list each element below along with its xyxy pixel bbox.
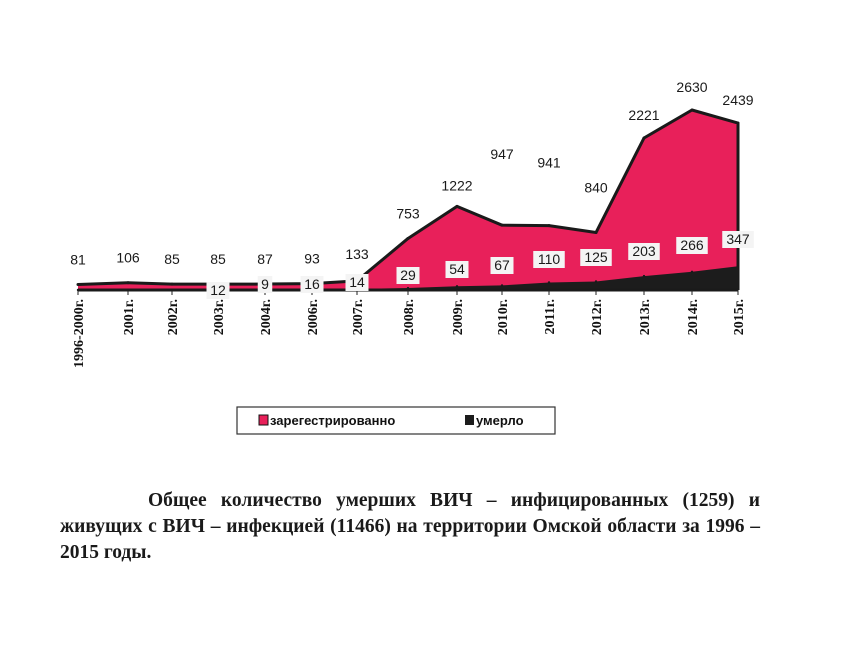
point-died [500, 284, 504, 287]
point-registered [594, 231, 598, 235]
legend-box [236, 406, 556, 435]
x-tick-label: 2004г. [259, 299, 274, 335]
data-label-registered: 93 [304, 251, 320, 267]
data-label-registered: 1222 [441, 177, 472, 193]
point-died [690, 270, 694, 273]
data-label-registered: 85 [164, 251, 180, 267]
area-registered [78, 110, 738, 290]
point-died [594, 280, 598, 283]
data-label-died: 110 [538, 251, 561, 267]
legend-label-registered: зарегестрированно [270, 413, 395, 428]
point-registered [500, 223, 504, 227]
data-label-registered: 947 [490, 146, 514, 162]
data-label-died: 14 [349, 274, 365, 290]
data-label-died: 54 [449, 261, 465, 277]
point-registered [126, 281, 130, 285]
data-label-died: 347 [726, 231, 750, 247]
point-registered [406, 236, 410, 240]
x-tick-label: 2007г. [351, 299, 366, 335]
data-label-box [628, 243, 660, 260]
x-tick-label: 2013г. [638, 299, 653, 335]
point-died [547, 281, 551, 284]
line-registered [77, 108, 740, 290]
x-tick-label: 2009г. [451, 299, 466, 335]
data-label-box [396, 267, 420, 284]
data-label-died: 12 [210, 282, 226, 298]
x-tick-label: 2003г. [212, 299, 227, 335]
data-label-box [722, 231, 754, 248]
x-tick-label: 2001г. [122, 299, 137, 335]
x-tick-label: 2015г. [732, 299, 747, 335]
legend-swatch-registered [258, 414, 269, 426]
point-died [406, 286, 410, 290]
figure-caption: Общее количество умерших ВИЧ – инфициров… [60, 490, 760, 563]
data-label-box [445, 261, 469, 278]
point-registered [736, 121, 740, 125]
point-registered [690, 108, 694, 112]
data-label-box [580, 249, 612, 266]
point-died [170, 288, 174, 292]
x-tick-label: 2011г. [543, 299, 558, 335]
data-label-died: 203 [632, 243, 656, 259]
data-label-registered: 85 [210, 251, 226, 267]
x-tick-label: 2002г. [166, 299, 181, 335]
point-died [455, 285, 459, 288]
data-label-died: 266 [680, 237, 704, 253]
data-label-registered: 753 [396, 205, 420, 221]
x-tick-label: 2012г. [590, 299, 605, 335]
point-died [736, 265, 740, 268]
data-label-died: 9 [261, 276, 269, 292]
legend-label-died: умерло [476, 413, 524, 428]
data-label-died: 16 [304, 276, 320, 292]
point-died [126, 288, 130, 292]
point-registered [547, 224, 551, 228]
x-tick-label: 2010г. [496, 299, 511, 335]
data-label-registered: 2439 [722, 92, 753, 108]
point-registered [455, 204, 459, 208]
data-label-died: 67 [494, 257, 510, 273]
data-label-box [345, 274, 369, 291]
data-label-box [300, 276, 324, 293]
data-label-box [533, 251, 565, 268]
point-died [76, 288, 80, 292]
data-label-registered: 81 [70, 251, 86, 267]
x-tick-label: 1996-2000г. [72, 299, 87, 368]
data-label-registered: 2630 [676, 79, 707, 95]
x-tick-label: 2006г. [306, 299, 321, 335]
data-label-box [490, 257, 514, 274]
point-registered [76, 282, 80, 286]
data-label-box [257, 276, 273, 293]
data-label-registered: 2221 [628, 107, 659, 123]
legend: зарегестрированно умерло [236, 406, 556, 435]
x-tick-label: 2014г. [686, 299, 701, 335]
point-registered [642, 136, 646, 140]
data-label-registered: 133 [345, 246, 369, 262]
x-axis-ticks: 1996-2000г. 2001г. 2002г. 2003г. 2004г. 2006г… [72, 299, 747, 368]
data-label-died: 125 [584, 249, 608, 265]
data-label-registered: 87 [257, 251, 273, 267]
chart-data-labels: 81 106 85 85 87 93 133 753 1222 947 941 840 2221 2630… [70, 79, 754, 299]
legend-swatch-died [465, 415, 474, 425]
x-tick-label: 2008г. [402, 299, 417, 335]
data-label-died: 29 [400, 267, 416, 283]
point-registered [170, 282, 174, 286]
point-died [642, 274, 646, 278]
data-label-registered: 941 [537, 155, 561, 171]
data-label-registered: 106 [116, 250, 140, 266]
data-label-box [206, 282, 230, 299]
data-label-box [676, 237, 708, 254]
data-label-registered: 840 [584, 180, 608, 196]
area-died [78, 266, 738, 290]
